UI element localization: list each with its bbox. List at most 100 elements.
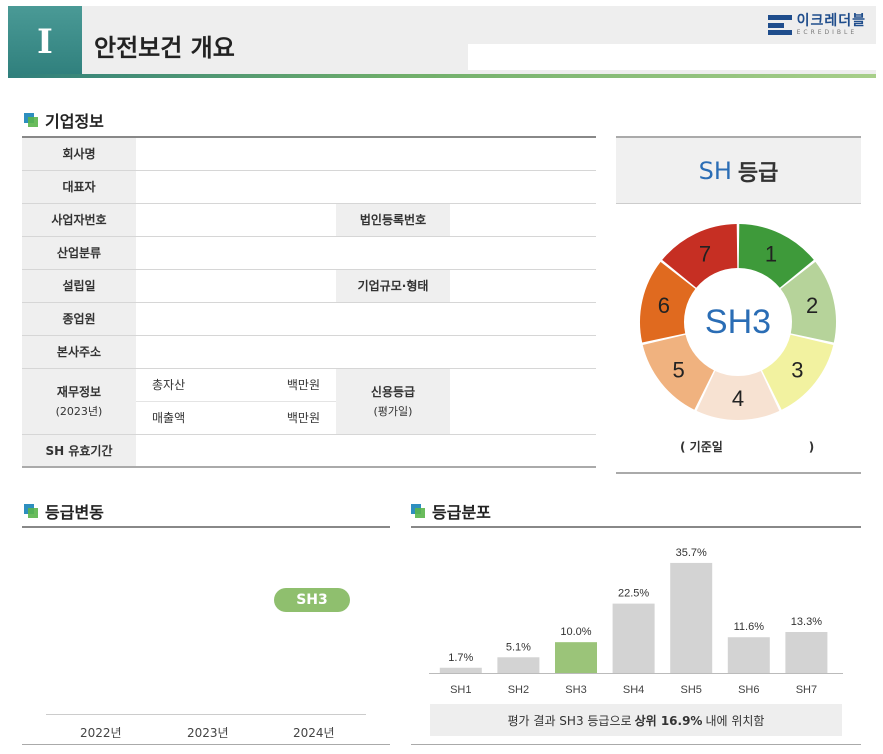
- value-address: [136, 335, 596, 369]
- summary-highlight: 상위 16.9%: [634, 713, 703, 728]
- label-address: 본사주소: [22, 335, 136, 369]
- section-title: 기업정보: [45, 112, 104, 131]
- distribution-bottom-rule: [411, 744, 861, 745]
- bar-sh4: [612, 603, 655, 673]
- page-title: 안전보건 개요: [94, 34, 235, 62]
- label-company-name: 회사명: [22, 136, 136, 171]
- value-corp-number: [450, 203, 596, 237]
- label-credit-date: (평가일): [373, 405, 413, 418]
- label-founded: 설립일: [22, 269, 136, 303]
- category-label: SH3: [565, 684, 586, 696]
- donut-segment-label: 4: [732, 386, 744, 411]
- assets-label: 총자산: [152, 378, 186, 392]
- donut-segment-5: [642, 334, 714, 410]
- year-label: 2022년: [80, 726, 122, 740]
- section-title: 등급분포: [432, 503, 491, 522]
- history-top-rule: [22, 526, 390, 528]
- bar-value-label: 35.7%: [676, 547, 707, 559]
- donut-segment-label: 1: [765, 242, 777, 267]
- value-company-size: [450, 269, 596, 303]
- bar-value-label: 22.5%: [618, 588, 649, 600]
- grade-distribution-chart: 1.7% SH1 5.1% SH2 10.0% SH3 22.5% SH4 35.7% SH5 11…: [429, 547, 843, 696]
- donut-segment-4: [696, 370, 780, 420]
- section-bullet-icon: [24, 504, 38, 518]
- sales-label: 매출액: [152, 411, 186, 425]
- section-heading-distribution: 등급분포: [411, 499, 491, 523]
- value-company-name: [136, 136, 596, 171]
- bar-sh5: [670, 562, 713, 673]
- label-ceo: 대표자: [22, 170, 136, 204]
- base-date-close: ): [808, 440, 815, 454]
- label-corp-number: 법인등록번호: [336, 203, 450, 237]
- donut-segment-label: 6: [658, 293, 670, 318]
- category-label: SH4: [623, 684, 644, 696]
- bar-value-label: 5.1%: [506, 641, 531, 653]
- donut-segment-label: 2: [806, 293, 818, 318]
- label-company-size: 기업규모·형태: [336, 269, 450, 303]
- label-finance: 재무정보 (2023년): [22, 368, 136, 435]
- donut-segment-3: [762, 334, 834, 410]
- section-title: 등급변동: [45, 503, 104, 522]
- base-date-label: ( 기준일: [680, 440, 723, 454]
- bar-value-label: 11.6%: [734, 621, 765, 633]
- grade-title-suffix: 등급: [737, 160, 779, 186]
- label-credit-text: 신용등급: [370, 385, 416, 399]
- label-industry: 산업분류: [22, 236, 136, 270]
- section-heading-history: 등급변동: [24, 499, 104, 523]
- value-sh-validity: [136, 434, 596, 468]
- donut-segment-label: 5: [672, 357, 684, 382]
- history-axis-line: [46, 714, 366, 715]
- history-bottom-rule: [22, 744, 390, 745]
- category-label: SH5: [680, 684, 701, 696]
- distribution-summary: 평가 결과 SH3 등급으로 상위 16.9% 내에 위치함: [430, 704, 842, 736]
- grade-bottom-line: [616, 472, 861, 474]
- bar-value-label: 1.7%: [448, 652, 473, 664]
- value-sales: 매출액 백만원: [136, 401, 336, 435]
- category-label: SH1: [450, 684, 471, 696]
- donut-segment-6: [640, 261, 696, 343]
- year-label: 2023년: [187, 726, 229, 740]
- label-credit-rating: 신용등급 (평가일): [336, 368, 450, 435]
- donut-segment-1: [738, 224, 814, 288]
- sales-unit: 백만원: [286, 411, 320, 425]
- value-credit-rating: [450, 368, 596, 435]
- header-gradient-bar: [8, 74, 876, 78]
- bar-value-label: 13.3%: [791, 616, 822, 628]
- label-finance-year: (2023년): [55, 405, 103, 418]
- category-label: SH6: [738, 684, 759, 696]
- category-label: SH7: [796, 684, 817, 696]
- label-employees: 종업원: [22, 302, 136, 336]
- bar-value-label: 10.0%: [560, 626, 591, 638]
- grade-title-prefix: SH: [698, 156, 732, 185]
- assets-unit: 백만원: [286, 378, 320, 392]
- section-bullet-icon: [411, 504, 425, 518]
- donut-segment-label: 7: [699, 242, 711, 267]
- value-ceo: [136, 170, 596, 204]
- logo-name: 이크레더블: [796, 13, 866, 29]
- bar-sh2: [497, 657, 540, 673]
- value-founded: [136, 269, 336, 303]
- donut-segment-7: [662, 224, 738, 288]
- grade-history-badge: SH3: [274, 588, 350, 612]
- bar-sh1: [439, 667, 482, 673]
- bar-sh6: [727, 637, 770, 673]
- sh-grade-donut: 1 2 3 4 5 6 7 SH3: [640, 224, 836, 420]
- section-heading-company: 기업정보: [24, 108, 104, 132]
- donut-center-label: SH3: [705, 303, 771, 341]
- company-info-table: 회사명 대표자 사업자번호 법인등록번호 산업분류 설립일 기업규모·형태 종업…: [22, 136, 596, 468]
- bar-sh7: [785, 631, 828, 673]
- bar-sh3: [555, 642, 597, 673]
- section-number-badge: I: [8, 6, 82, 78]
- category-label: SH2: [508, 684, 529, 696]
- value-total-assets: 총자산 백만원: [136, 368, 336, 402]
- value-business-number: [136, 203, 336, 237]
- value-industry: [136, 236, 596, 270]
- header-blank-field: [468, 44, 876, 70]
- label-business-number: 사업자번호: [22, 203, 136, 237]
- label-finance-text: 재무정보: [56, 385, 102, 399]
- summary-suffix: 내에 위치함: [705, 713, 765, 728]
- year-label: 2024년: [293, 726, 335, 740]
- section-bullet-icon: [24, 113, 38, 127]
- sh-grade-header: SH 등급: [616, 136, 861, 204]
- logo-subtitle: ECREDIBLE: [796, 29, 858, 36]
